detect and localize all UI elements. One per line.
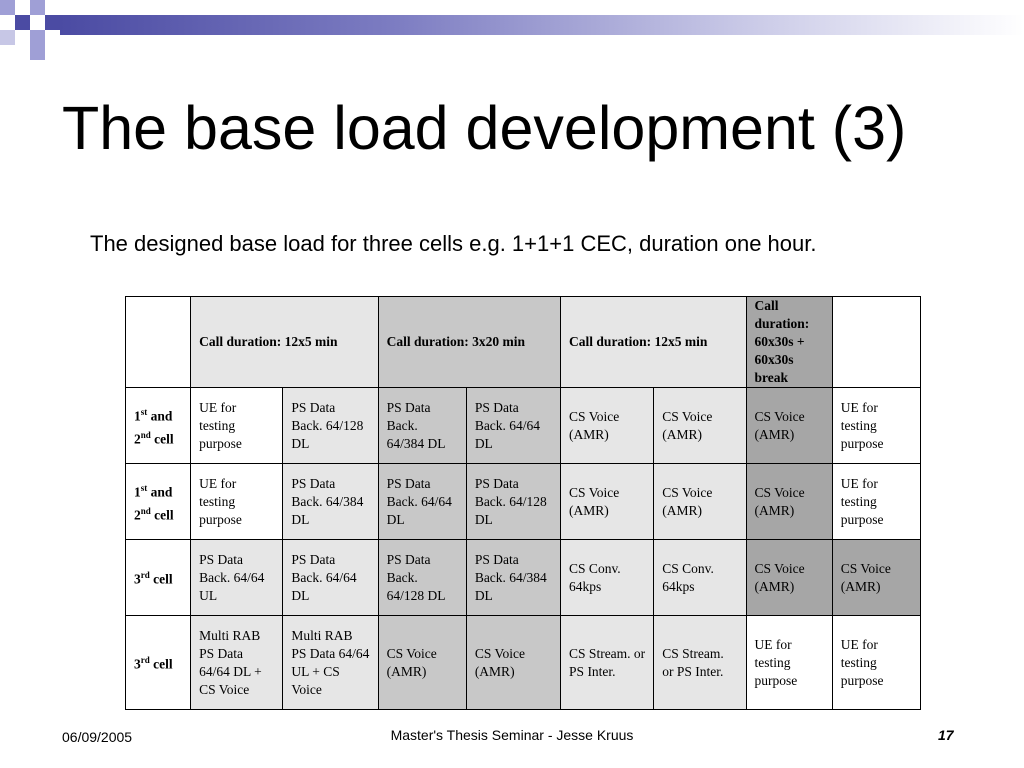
table-cell: PS Data Back. 64/128 DL: [465, 463, 562, 540]
row-label: 3rd cell: [124, 615, 192, 710]
table-cell: PS Data Back. 64/64 DL: [282, 539, 379, 616]
table-cell: UE for testing purpose: [831, 387, 922, 464]
table-header-cell: Call duration: 12x5 min: [560, 296, 747, 388]
footer-title: Master's Thesis Seminar - Jesse Kruus: [390, 727, 634, 743]
decor-square: [45, 15, 60, 30]
table-row: 1st and 2nd cell UE for testing purpose PS …: [124, 463, 922, 540]
header-gradient-bar: [60, 15, 1024, 35]
row-label-part: nd: [140, 505, 151, 516]
footer-date: 06/09/2005: [62, 729, 133, 745]
table-cell: CS Voice (AMR): [745, 463, 833, 540]
decor-square: [0, 30, 15, 45]
row-label-part: st: [140, 483, 148, 493]
table-cell: PS Data Back. 64/128 DL: [282, 387, 379, 464]
row-label-part: 2: [134, 431, 141, 446]
row-label-part: 1: [134, 408, 141, 424]
table-cell: CS Conv. 64kps: [653, 539, 747, 616]
row-label: 1st and 2nd cell: [124, 387, 192, 464]
table-cell: Multi RAB PS Data 64/64 DL + CS Voice: [190, 615, 284, 710]
row-label-part: 3: [134, 571, 141, 587]
row-label-part: and: [147, 484, 173, 500]
table-cell: CS Voice (AMR): [560, 463, 655, 540]
table-cell: CS Conv. 64kps: [560, 539, 655, 616]
table-cell: CS Voice (AMR): [465, 615, 562, 710]
table-header-cell: Call duration: 12x5 min: [190, 296, 379, 388]
table-cell: CS Voice (AMR): [831, 539, 922, 616]
table-cell: UE for testing purpose: [831, 463, 922, 540]
decor-square: [0, 15, 15, 30]
table-cell: PS Data Back. 64/384 DL: [465, 539, 562, 616]
row-label-part: cell: [150, 431, 174, 446]
slide-title: The base load development (3): [62, 94, 907, 162]
table-row: 1st and 2nd cell UE for testing purpose PS …: [124, 387, 922, 464]
table-cell: CS Voice (AMR): [560, 387, 655, 464]
table-cell: CS Voice (AMR): [745, 539, 833, 616]
row-label-part: rd: [140, 655, 150, 666]
row-label-part: cell: [150, 507, 174, 522]
table-header-cell: Call duration: 3x20 min: [377, 296, 562, 388]
decor-square: [0, 0, 15, 15]
page-number: 17: [938, 727, 954, 743]
table-cell: CS Voice (AMR): [653, 463, 747, 540]
table-cell: PS Data Back. 64/384 DL: [377, 387, 467, 464]
row-label: 1st and 2nd cell: [124, 463, 192, 540]
table-header-cell: [124, 296, 192, 388]
table-cell: CS Voice (AMR): [745, 387, 833, 464]
table-cell: Multi RAB PS Data 64/64 UL + CS Voice: [282, 615, 379, 710]
table-cell: PS Data Back. 64/64 DL: [465, 387, 562, 464]
row-label-part: 3: [134, 656, 141, 672]
table-cell: PS Data Back. 64/384 DL: [282, 463, 379, 540]
table-cell: PS Data Back. 64/64 UL: [190, 539, 284, 616]
row-label-part: cell: [149, 656, 173, 672]
table-header-row: Call duration: 12x5 min Call duration: 3x…: [124, 296, 922, 388]
table-cell: PS Data Back. 64/64 DL: [377, 463, 467, 540]
slide-subtitle: The designed base load for three cells e…: [90, 231, 817, 256]
table-cell: CS Voice (AMR): [377, 615, 467, 710]
table-header-cell: Call duration: 60x30s + 60x30s break: [745, 296, 833, 388]
table-cell: CS Stream. or PS Inter.: [653, 615, 747, 710]
decor-square: [30, 30, 45, 45]
table-cell: UE for testing purpose: [190, 463, 284, 540]
table-row: 3rd cell PS Data Back. 64/64 UL PS Data Ba…: [124, 539, 922, 616]
table-cell: CS Stream. or PS Inter.: [560, 615, 655, 710]
row-label-part: 1: [134, 484, 141, 500]
base-load-table: Call duration: 12x5 min Call duration: 3x…: [124, 296, 922, 710]
table-header-cell: [831, 296, 922, 388]
table-cell: UE for testing purpose: [745, 615, 833, 710]
table-cell: PS Data Back. 64/128 DL: [377, 539, 467, 616]
table-cell: CS Voice (AMR): [653, 387, 747, 464]
row-label-part: and: [147, 408, 173, 424]
decor-square: [15, 0, 30, 15]
table-cell: UE for testing purpose: [190, 387, 284, 464]
row-label-part: rd: [140, 570, 150, 581]
row-label-part: 2: [134, 507, 141, 522]
row-label-part: cell: [149, 571, 173, 587]
decor-square: [15, 15, 30, 30]
decor-square: [30, 45, 45, 60]
table-cell: UE for testing purpose: [831, 615, 922, 710]
table-row: 3rd cell Multi RAB PS Data 64/64 DL + CS …: [124, 615, 922, 710]
row-label: 3rd cell: [124, 539, 192, 616]
row-label-part: nd: [140, 429, 151, 440]
decor-square: [30, 0, 45, 15]
row-label-part: st: [140, 407, 148, 417]
